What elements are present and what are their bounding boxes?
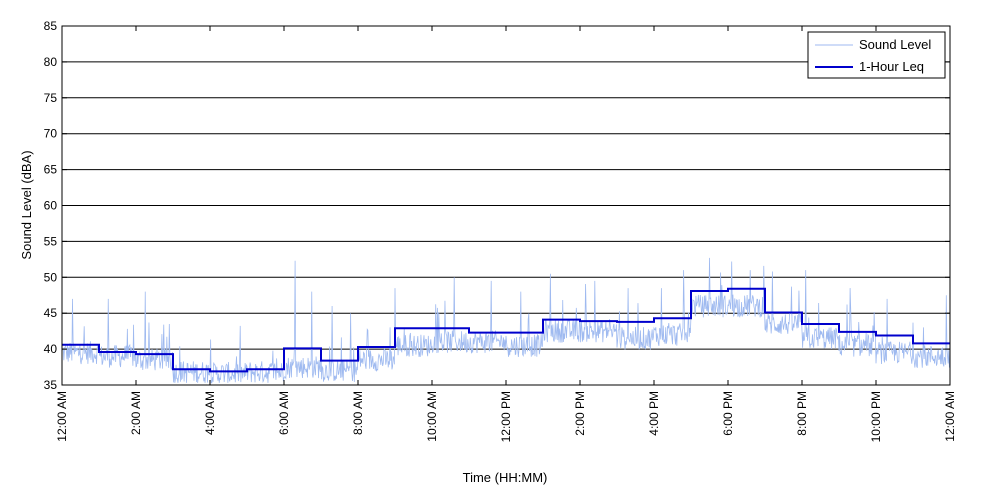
x-tick-label: 2:00 PM xyxy=(573,391,587,436)
x-tick-label: 10:00 PM xyxy=(869,391,883,442)
y-tick-label: 40 xyxy=(44,342,58,356)
y-axis-ticks: 35 40 45 50 55 60 65 70 75 80 85 xyxy=(44,19,950,392)
y-tick-label: 70 xyxy=(44,127,58,141)
y-tick-label: 60 xyxy=(44,199,58,213)
x-tick-label: 12:00 AM xyxy=(943,391,957,442)
x-tick-label: 8:00 PM xyxy=(795,391,809,436)
legend-box xyxy=(807,31,946,79)
leq-series xyxy=(62,287,950,373)
legend-label-sound-level: Sound Level xyxy=(859,37,931,52)
x-tick-label: 6:00 AM xyxy=(277,391,291,435)
x-tick-label: 12:00 AM xyxy=(55,391,69,442)
y-tick-label: 75 xyxy=(44,91,58,105)
grid xyxy=(62,61,950,350)
y-axis-title: Sound Level (dBA) xyxy=(19,150,34,259)
x-tick-label: 8:00 AM xyxy=(351,391,365,435)
legend: Sound Level 1-Hour Leq xyxy=(807,31,946,79)
x-tick-label: 10:00 AM xyxy=(425,391,439,442)
leq-step-line xyxy=(62,287,950,373)
x-axis-title: Time (HH:MM) xyxy=(463,470,548,485)
x-tick-label: 4:00 PM xyxy=(647,391,661,436)
y-tick-label: 85 xyxy=(44,19,58,33)
x-tick-label: 6:00 PM xyxy=(721,391,735,436)
y-tick-label: 35 xyxy=(44,378,58,392)
y-tick-label: 65 xyxy=(44,163,58,177)
x-tick-label: 4:00 AM xyxy=(203,391,217,435)
y-tick-label: 50 xyxy=(44,270,58,284)
legend-label-leq: 1-Hour Leq xyxy=(859,59,924,74)
x-tick-label: 2:00 AM xyxy=(129,391,143,435)
y-tick-label: 55 xyxy=(44,234,58,248)
y-tick-label: 45 xyxy=(44,306,58,320)
x-tick-label: 12:00 PM xyxy=(499,391,513,442)
y-tick-label: 80 xyxy=(44,55,58,69)
x-axis-ticks: 12:00 AM 2:00 AM 4:00 AM 6:00 AM 8:00 AM 10:0… xyxy=(55,26,957,442)
